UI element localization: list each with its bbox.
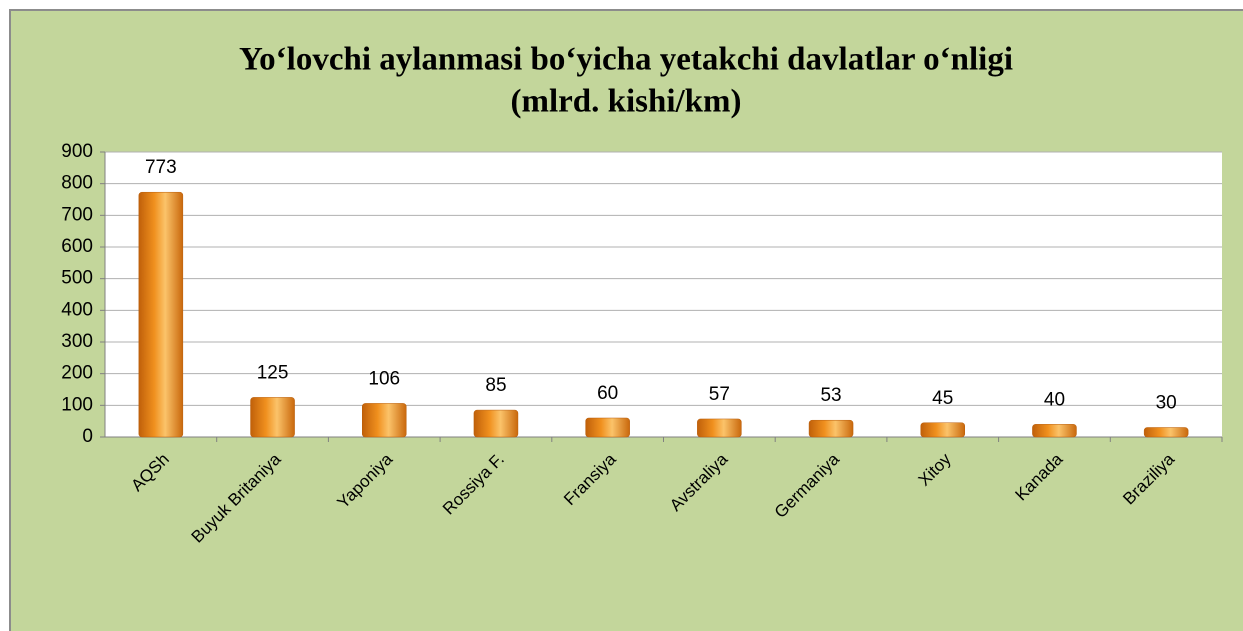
chart-title: Yo‘lovchi aylanmasi bo‘yicha yetakchi da… <box>239 42 1013 78</box>
data-label: 85 <box>485 375 506 396</box>
y-tick-label: 800 <box>61 173 93 194</box>
y-tick-label: 300 <box>61 331 93 352</box>
y-tick-label: 100 <box>61 394 93 415</box>
data-label: 60 <box>597 383 618 404</box>
chart-subtitle: (mlrd. kishi/km) <box>510 84 741 120</box>
y-tick-label: 400 <box>61 299 93 320</box>
bar <box>808 419 854 438</box>
bar <box>920 422 965 438</box>
bar <box>362 403 407 438</box>
data-label: 106 <box>368 368 400 389</box>
bar <box>697 418 742 438</box>
bar <box>585 417 630 438</box>
data-label: 45 <box>932 388 953 409</box>
y-tick-label: 700 <box>61 204 93 225</box>
y-tick-label: 500 <box>61 268 93 289</box>
bar <box>1143 427 1189 438</box>
plot-area <box>105 152 1222 437</box>
data-label: 40 <box>1044 389 1065 410</box>
y-tick-label: 200 <box>61 363 93 384</box>
bar <box>473 409 519 438</box>
bar <box>1032 424 1077 438</box>
data-label: 57 <box>709 384 730 405</box>
data-label: 773 <box>145 157 177 178</box>
bar <box>138 191 184 438</box>
y-tick-label: 600 <box>61 236 93 257</box>
data-label: 30 <box>1156 393 1177 414</box>
bar <box>250 397 295 438</box>
data-label: 53 <box>820 385 841 406</box>
y-tick-label: 0 <box>82 426 93 447</box>
y-tick-label: 900 <box>61 141 93 162</box>
data-label: 125 <box>257 362 289 383</box>
